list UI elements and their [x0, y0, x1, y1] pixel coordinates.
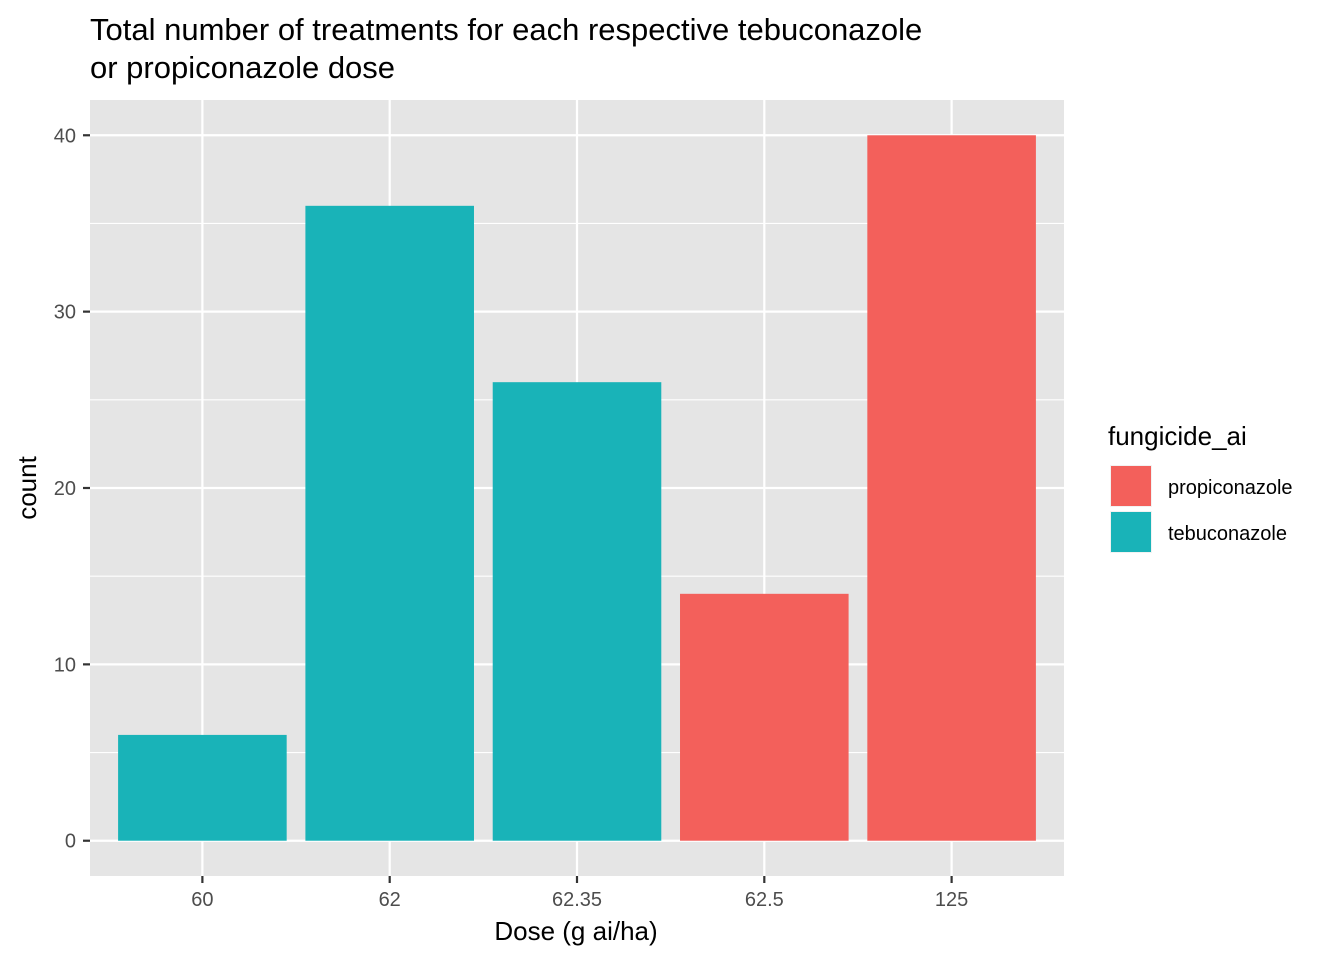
chart-title-line-1: Total number of treatments for each resp…: [90, 12, 922, 47]
y-tick-label: 20: [54, 478, 76, 500]
y-tick-label: 40: [54, 125, 76, 147]
legend-label-propiconazole: propiconazole: [1168, 477, 1293, 499]
legend-label-tebuconazole: tebuconazole: [1168, 523, 1287, 545]
legend: fungicide_ai propiconazole tebuconazole: [1108, 421, 1293, 553]
bar-60: [118, 734, 287, 841]
y-tick-label: 0: [65, 831, 76, 853]
x-tick-label: 60: [191, 889, 213, 911]
y-tick-label: 30: [54, 302, 76, 324]
legend-swatch-propiconazole: [1111, 466, 1151, 506]
bar-62.35: [492, 382, 662, 841]
x-axis-title: Dose (g ai/ha): [494, 916, 657, 946]
y-tick-label: 10: [54, 654, 76, 676]
bar-62: [305, 205, 474, 841]
chart-title-line-2: or propiconazole dose: [90, 50, 395, 85]
x-tick-label: 62.35: [552, 889, 602, 911]
bar-125: [867, 135, 1036, 841]
x-tick-label: 62: [379, 889, 401, 911]
y-axis-title: count: [12, 455, 42, 519]
bar-62.5: [680, 593, 849, 841]
legend-swatch-tebuconazole: [1111, 512, 1151, 552]
y-axis: 0 10 20 30 40: [54, 125, 90, 853]
bars: [118, 135, 1036, 841]
legend-title: fungicide_ai: [1108, 421, 1247, 451]
x-tick-label: 62.5: [745, 889, 784, 911]
x-tick-label: 125: [935, 889, 968, 911]
x-axis: 60 62 62.35 62.5 125: [191, 876, 968, 911]
